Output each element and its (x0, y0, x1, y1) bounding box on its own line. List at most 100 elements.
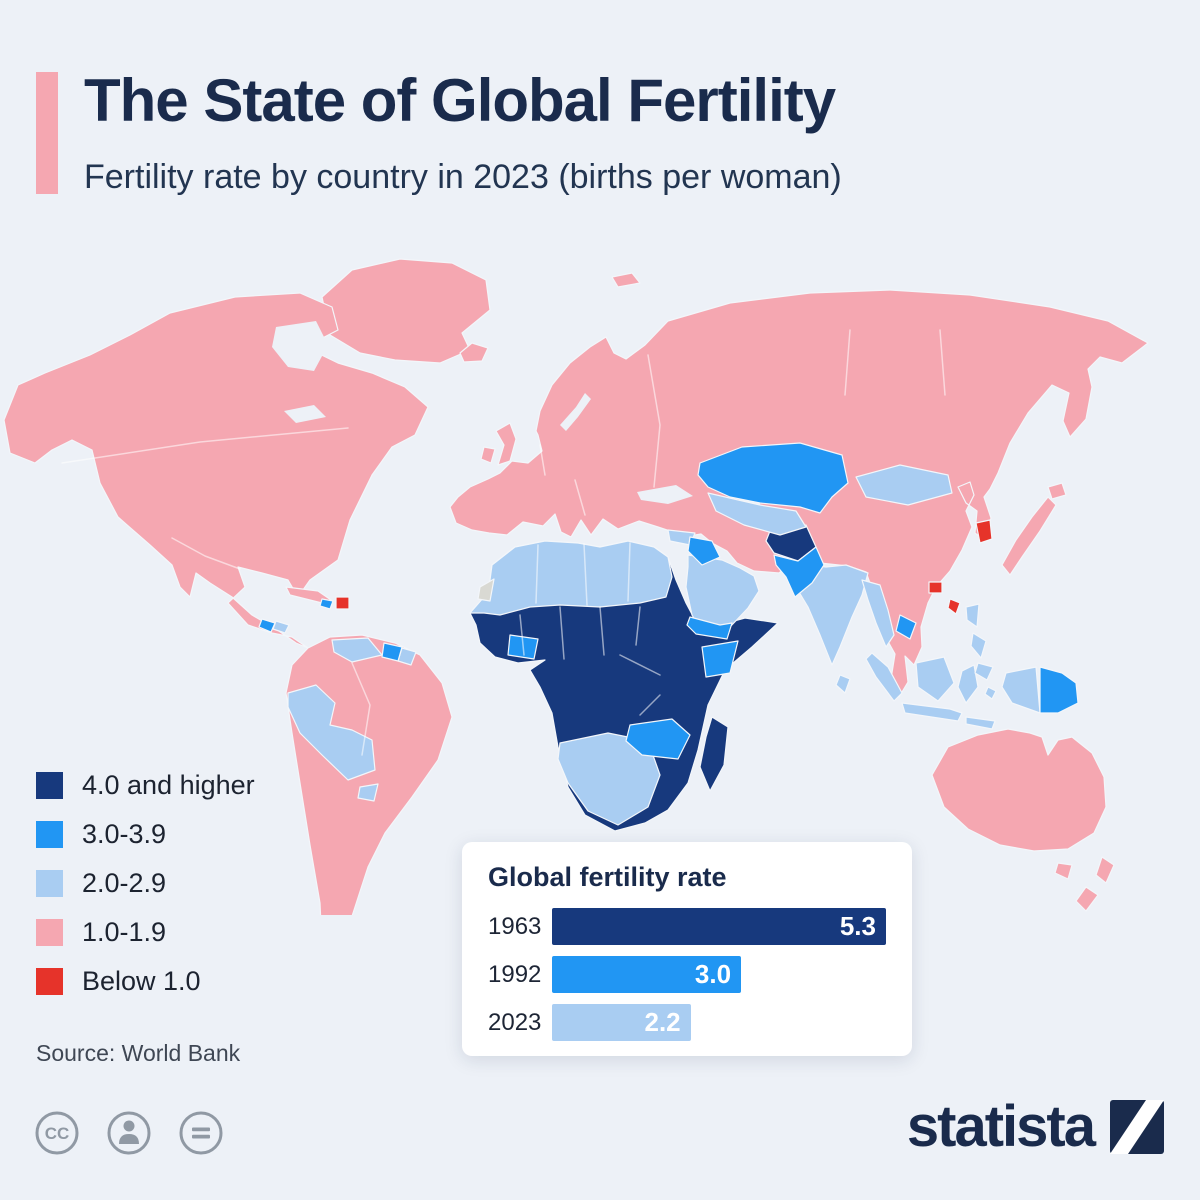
great-lakes (284, 405, 326, 423)
region-haiti-hispaniola (319, 598, 334, 610)
bar-year-label: 2023 (488, 1008, 542, 1036)
legend-item: 4.0 and higher (36, 770, 255, 801)
region-arabia (685, 554, 760, 633)
region-madagascar (699, 716, 729, 792)
legend-label: 4.0 and higher (82, 770, 255, 800)
region-western-sahara (477, 578, 495, 602)
statista-logo-mark (1110, 1100, 1164, 1154)
no-derivatives-icon (179, 1111, 223, 1155)
region-kazakhstan-central-asia (697, 442, 849, 514)
bar-row-1992: 1992 3.0 (488, 956, 886, 993)
region-tasmania (1054, 862, 1073, 880)
region-yemen (686, 616, 733, 640)
region-cambodia-laos (895, 614, 917, 640)
region-ireland (480, 446, 496, 464)
legend-label: Below 1.0 (82, 966, 201, 996)
region-south-korea (975, 519, 993, 544)
region-guyana (381, 642, 403, 662)
region-philippines-visayas (970, 632, 987, 659)
region-greenland (321, 258, 491, 364)
region-new-zealand-south (1075, 886, 1099, 912)
bar-1992: 3.0 (552, 956, 742, 993)
map-legend: 4.0 and higher 3.0-3.9 2.0-2.9 1.0-1.9 B… (36, 770, 255, 1015)
region-guatemala (258, 618, 276, 633)
legend-label: 2.0-2.9 (82, 868, 167, 898)
legend-label: 3.0-3.9 (82, 819, 167, 849)
world-map (3, 258, 1149, 915)
region-iraq (687, 536, 721, 566)
region-sulawesi (957, 664, 979, 704)
region-philippines-luzon (965, 603, 980, 628)
region-puerto-rico (335, 596, 350, 610)
region-united-kingdom (495, 422, 517, 466)
bar-track: 5.3 (552, 908, 886, 945)
bar-1963: 5.3 (552, 908, 886, 945)
region-iceland (459, 342, 489, 363)
cc-license-icon: CC (35, 1111, 79, 1155)
region-south-america (285, 634, 453, 915)
bar-track: 2.2 (552, 1004, 886, 1041)
card-title: Global fertility rate (488, 862, 727, 892)
license-icons: CC (34, 1110, 224, 1156)
attribution-person-icon (107, 1111, 151, 1155)
country-borders (61, 329, 946, 756)
region-north-africa (469, 540, 673, 616)
legend-swatch-1 (36, 919, 63, 946)
region-pakistan (773, 546, 825, 598)
region-north-america (3, 292, 429, 649)
page-subtitle: Fertility rate by country in 2023 (birth… (84, 158, 842, 196)
legend-swatch-2 (36, 870, 63, 897)
hudson-bay (272, 321, 328, 371)
region-sumatra (865, 652, 903, 702)
bar-row-1963: 1963 5.3 (488, 908, 886, 945)
region-taiwan (947, 598, 961, 615)
region-mongolia (855, 464, 953, 506)
region-philippines-mindanao (974, 662, 994, 681)
legend-swatch-3 (36, 821, 63, 848)
region-kenya-east-africa (701, 640, 739, 678)
bar-track: 3.0 (552, 956, 886, 993)
region-lesser-sunda (965, 716, 996, 730)
baltic-sea (560, 393, 591, 431)
region-west-new-guinea (1001, 666, 1041, 714)
bar-row-2023: 2023 2.2 (488, 1004, 886, 1041)
bar-value-label: 3.0 (694, 959, 732, 989)
region-svalbard (611, 272, 641, 288)
black-sea (637, 485, 693, 504)
region-australia (931, 728, 1107, 852)
region-zambia-zimbabwe (625, 718, 691, 760)
region-sri-lanka (835, 674, 851, 694)
region-java (901, 702, 963, 722)
legend-item: 1.0-1.9 (36, 917, 255, 948)
legend-item: 2.0-2.9 (36, 868, 255, 899)
bar-value-label: 5.3 (839, 911, 876, 941)
bar-value-label: 2.2 (644, 1007, 681, 1037)
title-accent-bar (36, 72, 58, 194)
region-paraguay (357, 783, 379, 802)
region-borneo (915, 656, 955, 702)
region-japan (1001, 496, 1057, 576)
region-japan-hokkaido (1047, 482, 1067, 500)
legend-swatch-4-plus (36, 772, 63, 799)
legend-label: 1.0-1.9 (82, 917, 167, 947)
region-moluccas (984, 686, 997, 700)
svg-text:CC: CC (45, 1124, 70, 1143)
legend-item: 3.0-3.9 (36, 819, 255, 850)
region-myanmar-bangladesh (861, 579, 895, 648)
region-hong-kong (928, 581, 943, 594)
region-peru-bolivia (287, 684, 376, 781)
region-uzbekistan-turkmenistan (707, 492, 807, 536)
legend-item: Below 1.0 (36, 966, 255, 997)
region-papua-new-guinea (1039, 666, 1079, 714)
bar-2023: 2.2 (552, 1004, 691, 1041)
legend-swatch-below-1 (36, 968, 63, 995)
brand: statista (907, 1098, 1164, 1156)
page-title: The State of Global Fertility (84, 67, 836, 134)
bar-year-label: 1963 (488, 912, 542, 940)
region-venezuela (331, 637, 383, 663)
global-fertility-card: Global fertility rate 1963 5.3 1992 3.0 … (462, 842, 912, 1056)
region-new-zealand-north (1095, 856, 1115, 884)
bar-year-label: 1992 (488, 960, 542, 988)
brand-wordmark: statista (906, 1094, 1096, 1159)
